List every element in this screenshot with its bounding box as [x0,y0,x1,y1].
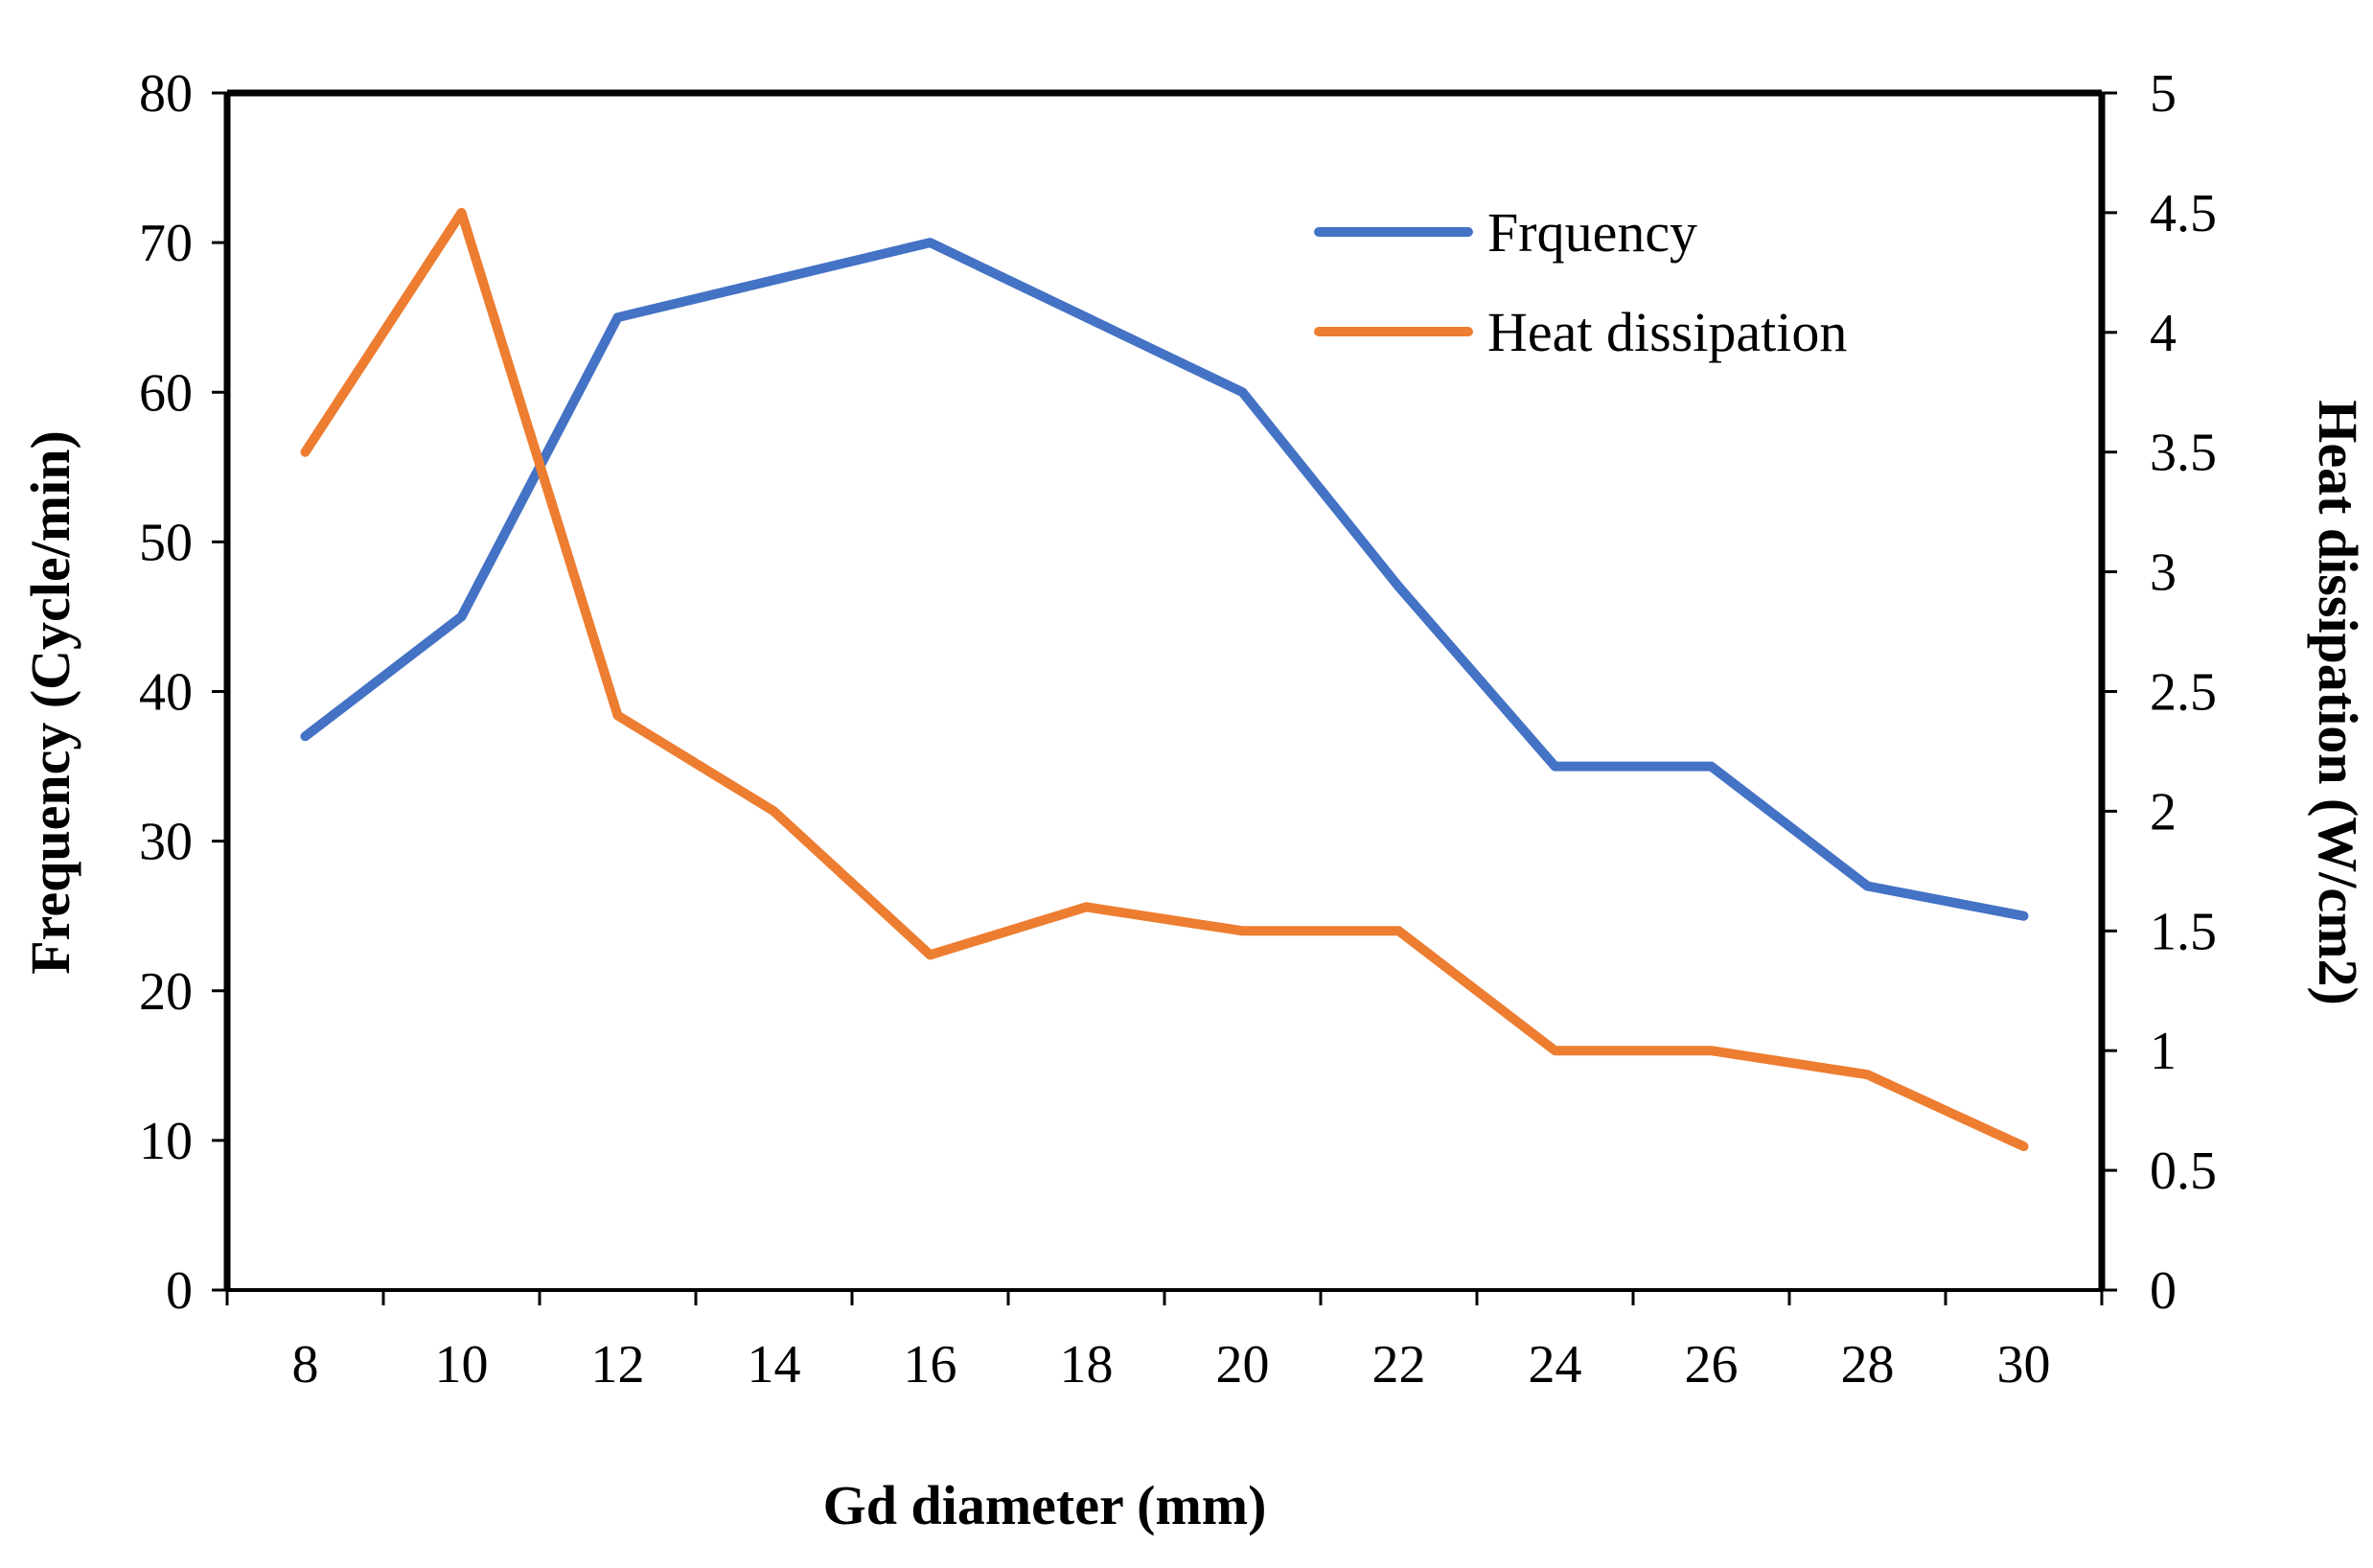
y-right-tick-label: 0.5 [2150,1141,2217,1201]
x-tick-label: 30 [1997,1335,2051,1395]
y-right-tick-label: 4.5 [2150,184,2217,243]
x-tick-label: 16 [904,1335,957,1395]
y-right-tick-label: 2 [2150,782,2177,842]
y-left-tick-label: 30 [139,813,193,872]
x-tick-label: 18 [1060,1335,1114,1395]
y-right-tick-label: 4 [2150,304,2177,363]
y-left-tick-label: 80 [139,64,193,124]
y-right-tick-label: 5 [2150,64,2177,124]
series-group [300,207,2029,1152]
x-tick-label: 10 [435,1335,489,1395]
legend-label-frquency: Frquency [1487,201,1697,264]
x-tick-label: 20 [1216,1335,1270,1395]
y-left-tick-label: 20 [139,962,193,1022]
y-right-tick-label: 1.5 [2150,902,2217,961]
y-right-tick-label: 3 [2150,543,2177,603]
y-axis-left-title: Frequency (Cycle/min) [19,430,81,975]
x-tick-label: 14 [748,1335,801,1395]
axes: 8 10 12 14 16 18 20 22 24 26 28 3001020304050607080… [139,64,2217,1395]
x-tick-label: 26 [1685,1335,1739,1395]
y-left-tick-label: 50 [139,513,193,572]
y-right-tick-label: 3.5 [2150,424,2217,483]
legend-label-heat-dissipation: Heat dissipation [1487,301,1847,363]
x-tick-label: 8 [292,1335,319,1395]
x-tick-label: 22 [1372,1335,1426,1395]
y-left-tick-label: 10 [139,1112,193,1171]
x-tick-label: 24 [1529,1335,1582,1395]
legend: Frquency Heat dissipation [1314,201,1847,363]
series-line-heat-dissipation [300,207,2029,1152]
x-tick-label: 28 [1841,1335,1895,1395]
y-left-tick-label: 40 [139,663,193,723]
x-axis-title: Gd diameter (mm) [823,1474,1267,1536]
y-right-tick-label: 2.5 [2150,663,2217,723]
y-left-tick-label: 0 [166,1261,193,1321]
y-left-tick-label: 60 [139,363,193,423]
y-left-tick-label: 70 [139,214,193,273]
y-axis-right-title: Heat dissipation (W/cm2) [2307,400,2369,1005]
y-right-tick-label: 1 [2150,1022,2177,1081]
x-tick-label: 12 [591,1335,645,1395]
y-right-tick-label: 0 [2150,1261,2177,1321]
